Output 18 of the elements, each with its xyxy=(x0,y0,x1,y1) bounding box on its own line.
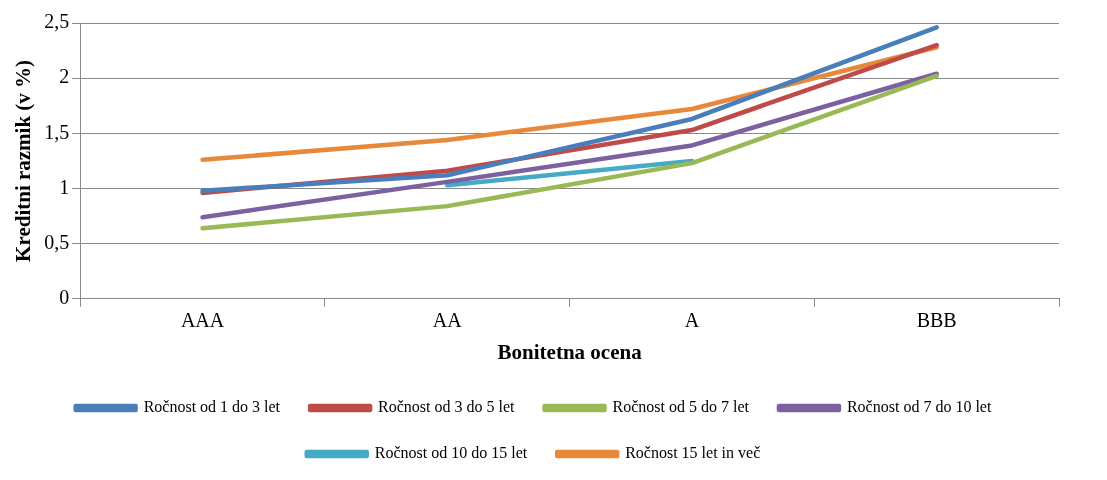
x-tick-label: BBB xyxy=(916,309,957,332)
legend-label: Ročnost od 7 do 10 let xyxy=(846,398,992,416)
legend-label: Ročnost od 10 do 15 let xyxy=(374,444,528,462)
y-tick-label: 2 xyxy=(59,65,70,88)
legend-label: Ročnost od 5 do 7 let xyxy=(612,398,750,416)
y-tick-label: 1,5 xyxy=(44,120,70,143)
y-tick-label: 2,5 xyxy=(44,10,70,33)
x-tick-label: AA xyxy=(432,309,463,332)
legend-label: Ročnost od 3 do 5 let xyxy=(378,398,516,416)
y-axis-title: Kreditni razmik (v %) xyxy=(11,59,36,262)
legend-label: Ročnost 15 let in več xyxy=(625,444,761,462)
x-tick-label: A xyxy=(684,309,700,332)
y-tick-label: 0 xyxy=(59,286,70,309)
y-tick-label: 1 xyxy=(59,175,70,198)
legend-label: Ročnost od 1 do 3 let xyxy=(143,398,281,416)
x-tick-label: AAA xyxy=(180,309,225,332)
y-tick-label: 0,5 xyxy=(44,230,70,253)
x-axis-title: Bonitetna ocena xyxy=(497,339,643,364)
